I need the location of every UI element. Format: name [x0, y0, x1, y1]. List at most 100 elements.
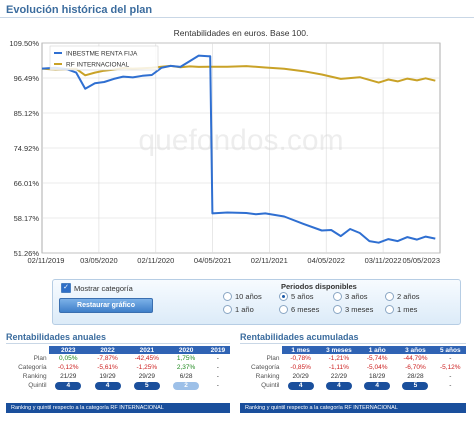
- table-header-corner: [240, 346, 282, 354]
- table-cell: -: [216, 382, 219, 389]
- table-cell: 4: [282, 381, 320, 390]
- radio-button-icon[interactable]: [385, 292, 394, 301]
- table-cell: -5,61%: [97, 364, 118, 371]
- table-cell: -: [216, 364, 219, 371]
- table-cell: 5: [127, 381, 166, 390]
- period-label: 5 años: [291, 292, 314, 301]
- quintile-badge: 4: [325, 381, 352, 390]
- table-cell: 22/29: [330, 373, 348, 380]
- y-tick-label: 58.17%: [14, 214, 40, 223]
- table-cell: -: [449, 382, 452, 389]
- annual-footer-note: Ranking y quintil respecto a la categorí…: [6, 403, 230, 413]
- annual-returns-table: 2023 2022 2021 2020 2019 Plan 0,05% -7,87% -42,4…: [6, 346, 230, 390]
- chart-title: Rentabilidades en euros. Base 100.: [174, 28, 309, 38]
- table-cell: 6/28: [179, 373, 193, 380]
- accumulated-footer-note: Ranking y quintil respecto a la categorí…: [240, 403, 466, 413]
- title-divider: [0, 17, 474, 18]
- radio-button-icon[interactable]: [385, 305, 394, 314]
- y-tick-label: 85.12%: [14, 109, 40, 118]
- y-tick-label: 66.01%: [14, 179, 40, 188]
- y-tick-label: 74.92%: [14, 144, 40, 153]
- x-tick-label: 03/11/2022: [365, 256, 402, 265]
- watermark: quefondos.com: [138, 124, 343, 157]
- show-category-checkbox[interactable]: ✓ Mostrar categoría: [61, 283, 133, 293]
- period-option[interactable]: 6 meses: [279, 305, 319, 314]
- row-label: Plan: [33, 355, 47, 362]
- column-header: 2023: [48, 346, 88, 354]
- table-row: Quintil 4 4 5 2 -: [6, 381, 230, 390]
- period-option[interactable]: 10 años: [223, 292, 262, 301]
- table-cell: 5: [396, 381, 434, 390]
- radio-button-icon[interactable]: [279, 305, 288, 314]
- x-tick-label: 02/11/2019: [28, 256, 65, 265]
- row-label: Ranking: [255, 373, 280, 380]
- table-cell: -: [449, 373, 452, 380]
- period-label: 3 meses: [345, 305, 374, 314]
- table-cell: -: [449, 355, 452, 362]
- show-category-label: Mostrar categoría: [74, 283, 133, 293]
- y-tick-label: 51.26%: [14, 249, 40, 258]
- table-header-corner: [6, 346, 49, 354]
- period-label: 2 años: [397, 292, 420, 301]
- column-header: 2019: [205, 346, 230, 354]
- row-label: Categoría: [250, 364, 280, 371]
- period-label: 6 meses: [291, 305, 320, 314]
- table-row: Quintil 4 4 4 5 -: [240, 381, 466, 390]
- chart-area: Rentabilidades en euros. Base 100. quefon…: [0, 22, 474, 270]
- period-option[interactable]: 3 meses: [333, 305, 373, 314]
- y-tick-label: 109.50%: [9, 39, 39, 48]
- table-cell: 0,05%: [59, 355, 78, 362]
- quintile-badge: 5: [133, 381, 160, 390]
- y-tick-label: 96.49%: [14, 74, 40, 83]
- table-cell: 1,75%: [176, 355, 196, 362]
- period-option[interactable]: 5 años: [279, 292, 314, 301]
- period-option[interactable]: 3 años: [333, 292, 368, 301]
- table-cell: 4: [88, 381, 127, 390]
- table-cell: -5,12%: [439, 364, 461, 371]
- accumulated-returns-table: 1 mes 3 meses 1 año 3 años 5 años Plan -0,78% -…: [240, 346, 466, 390]
- column-header: 3 meses: [319, 346, 359, 354]
- table-cell: 28/28: [407, 373, 424, 380]
- legend-label: RF INTERNACIONAL: [66, 62, 130, 69]
- period-option[interactable]: 2 años: [385, 292, 420, 301]
- quintile-badge: 5: [402, 381, 429, 390]
- radio-button-icon[interactable]: [333, 305, 342, 314]
- column-header: 2022: [87, 346, 128, 354]
- table-row: Plan 0,05% -7,87% -42,45% 1,75% -: [6, 354, 230, 363]
- accumulated-divider: [240, 343, 466, 344]
- performance-chart: Rentabilidades en euros. Base 100. quefon…: [9, 28, 441, 265]
- chart-controls: ✓ Mostrar categoría Restaurar gráfico Pe…: [52, 279, 461, 325]
- table-row: Plan -0,78% -1,21% -5,74% -44,79% -: [240, 354, 466, 363]
- row-label: Categoría: [18, 364, 47, 371]
- legend-label: INBESTME RENTA FIJA: [66, 51, 138, 58]
- table-cell: -: [216, 355, 219, 362]
- radio-button-icon[interactable]: [223, 305, 232, 314]
- table-cell: -5,74%: [366, 355, 388, 362]
- table-row: Categoría -0,85% -1,11% -5,04% -6,70% -5,12%: [240, 363, 466, 372]
- column-header: 2020: [166, 346, 206, 354]
- radio-button-icon[interactable]: [279, 292, 288, 301]
- annual-divider: [6, 343, 230, 344]
- period-option[interactable]: 1 año: [223, 305, 254, 314]
- period-label: 10 años: [235, 292, 262, 301]
- table-row: Ranking 21/29 19/29 29/29 6/28 -: [6, 372, 230, 381]
- table-cell: -: [216, 373, 219, 380]
- accumulated-returns-title: Rentabilidades acumuladas: [240, 332, 359, 342]
- quintile-badge: 2: [173, 381, 200, 390]
- restore-chart-button[interactable]: Restaurar gráfico: [59, 298, 153, 313]
- table-cell: 4: [49, 381, 88, 390]
- table-cell: 4: [320, 381, 358, 390]
- radio-button-icon[interactable]: [223, 292, 232, 301]
- column-header: 2021: [127, 346, 167, 354]
- periods-title: Periodos disponibles: [281, 282, 357, 291]
- checkbox-check-icon[interactable]: ✓: [61, 283, 71, 293]
- radio-button-icon[interactable]: [333, 292, 342, 301]
- x-tick-label: 05/05/2023: [402, 256, 440, 265]
- table-cell: -1,25%: [136, 364, 158, 371]
- row-label: Ranking: [22, 373, 47, 380]
- table-cell: 2: [166, 381, 205, 390]
- quintile-badge: 4: [55, 381, 82, 390]
- table-cell: -0,85%: [290, 364, 311, 371]
- x-tick-label: 04/05/2022: [307, 256, 345, 265]
- period-option[interactable]: 1 mes: [385, 305, 417, 314]
